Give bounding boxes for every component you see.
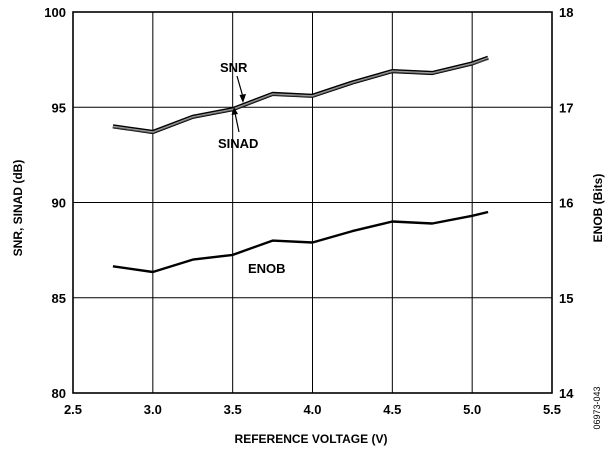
y-left-tick-label: 95 xyxy=(52,100,66,115)
snr-annotation: SNR xyxy=(220,60,248,75)
y-right-tick-label: 15 xyxy=(559,291,573,306)
x-tick-label: 5.5 xyxy=(543,402,561,417)
x-tick-label: 3.5 xyxy=(224,402,242,417)
sinad-arrow xyxy=(234,112,240,133)
enob-series-line xyxy=(112,210,489,274)
snr-series-core xyxy=(112,57,489,133)
x-tick-label: 2.5 xyxy=(64,402,82,417)
y-right-tick-label: 14 xyxy=(559,386,574,401)
y-right-tick-label: 16 xyxy=(559,196,573,211)
x-tick-label: 4.0 xyxy=(303,402,321,417)
y-left-tick-labels: 80 85 90 95 100 xyxy=(44,5,66,401)
series-group xyxy=(112,55,489,274)
y-right-axis-label: ENOB (Bits) xyxy=(591,174,605,243)
y-left-tick-label: 100 xyxy=(44,5,66,20)
grid xyxy=(73,12,552,393)
x-tick-label: 4.5 xyxy=(383,402,401,417)
x-tick-label: 5.0 xyxy=(463,402,481,417)
snr-arrow xyxy=(236,75,244,98)
enob-annotation: ENOB xyxy=(248,261,286,276)
x-axis-label: REFERENCE VOLTAGE (V) xyxy=(235,432,388,446)
plot-frame xyxy=(72,11,553,394)
y-left-tick-label: 85 xyxy=(52,291,66,306)
y-left-axis-label: SNR, SINAD (dB) xyxy=(11,160,25,257)
snr-arrowhead xyxy=(239,94,246,103)
sinad-series-line xyxy=(112,59,489,134)
y-right-tick-label: 18 xyxy=(559,5,573,20)
figure-id: 06973-043 xyxy=(592,386,602,429)
x-tick-label: 3.0 xyxy=(144,402,162,417)
x-tick-labels: 2.5 3.0 3.5 4.0 4.5 5.0 5.5 xyxy=(64,402,561,417)
sinad-annotation: SINAD xyxy=(218,136,258,151)
y-left-tick-label: 80 xyxy=(52,386,66,401)
y-right-tick-labels: 14 15 16 17 18 xyxy=(559,5,574,401)
y-right-tick-label: 17 xyxy=(559,100,573,115)
y-left-tick-label: 90 xyxy=(52,196,66,211)
annotation-arrows xyxy=(231,75,246,133)
sinad-arrowhead xyxy=(231,107,238,115)
